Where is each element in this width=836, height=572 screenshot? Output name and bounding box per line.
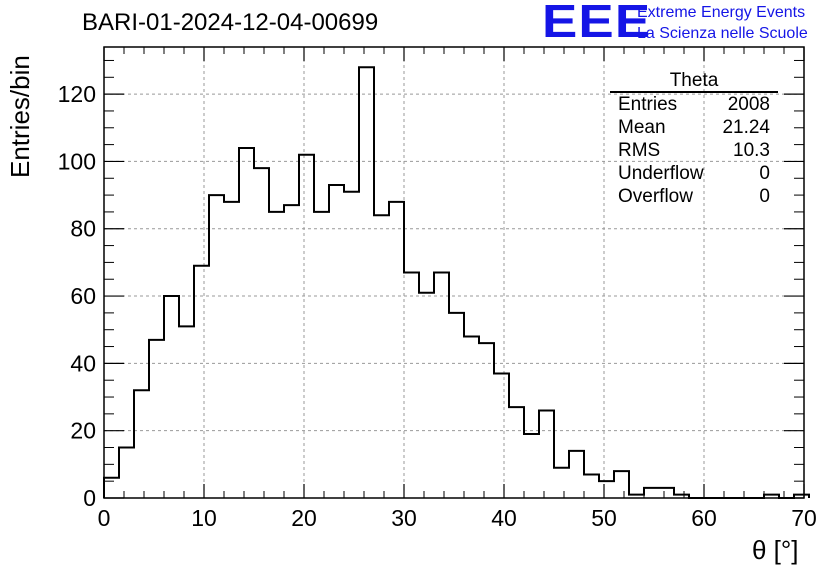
histogram-bin	[584, 474, 599, 498]
stats-label: Entries	[618, 94, 678, 115]
histogram-bin	[179, 326, 194, 498]
histogram-bin	[404, 273, 419, 499]
stats-box: Theta Entries 2008 Mean 21.24 RMS 10.3 U…	[610, 71, 778, 208]
eee-logo: EEE	[542, 0, 652, 47]
y-tick-label: 60	[70, 283, 96, 309]
y-tick-label: 0	[83, 485, 96, 511]
plot-frame	[103, 46, 805, 499]
histogram-bin	[119, 448, 134, 498]
histogram-bin	[254, 168, 269, 498]
x-tick-label: 50	[591, 505, 617, 531]
chart-title: BARI-01-2024-12-04-00699	[82, 9, 379, 36]
y-tick-label: 100	[58, 148, 96, 174]
y-tick-label: 40	[70, 350, 96, 376]
stats-label: Overflow	[618, 186, 693, 207]
x-tick-label: 10	[191, 505, 217, 531]
stats-value: 10.3	[733, 140, 770, 161]
histogram-bin	[344, 192, 359, 498]
histogram-bin	[269, 212, 284, 498]
stats-value: 0	[759, 186, 770, 207]
stats-row-mean: Mean 21.24	[610, 116, 778, 139]
x-tick-label: 0	[98, 505, 111, 531]
histogram-bin	[389, 202, 404, 498]
stats-row-underflow: Underflow 0	[610, 162, 778, 185]
histogram-bin	[554, 468, 569, 498]
histogram-bin	[419, 293, 434, 498]
x-tick-label: 70	[791, 505, 817, 531]
histogram-bin	[329, 185, 344, 498]
histogram-bin	[524, 434, 539, 498]
histogram-bin	[494, 373, 509, 498]
histogram-bin	[299, 155, 314, 498]
histogram-bin	[134, 390, 149, 498]
logo-line-1: Extreme Energy Events	[637, 4, 806, 21]
stats-label: Mean	[618, 117, 666, 138]
y-tick-label: 120	[58, 81, 96, 107]
stats-title: Theta	[610, 71, 778, 93]
x-tick-label: 40	[491, 505, 517, 531]
x-tick-label: 60	[691, 505, 717, 531]
histogram-outline	[103, 66, 810, 499]
logo-line-2: La Scienza nelle Scuole	[637, 25, 808, 42]
histogram-bin	[434, 273, 449, 499]
histogram-bin	[374, 215, 389, 498]
histogram-bin	[464, 336, 479, 498]
stats-value: 21.24	[722, 117, 770, 138]
histogram-bin	[314, 212, 329, 498]
histogram-bin	[449, 313, 464, 498]
x-axis-label: θ [°]	[752, 535, 799, 565]
x-tick-labels: 0 10 20 30 40 50 60 70	[98, 505, 817, 531]
stats-row-entries: Entries 2008	[610, 93, 778, 116]
y-tick-label: 80	[70, 216, 96, 242]
stats-value: 2008	[727, 94, 770, 115]
histogram-bin	[284, 205, 299, 498]
histogram-bin	[479, 343, 494, 498]
histogram-bin	[359, 67, 374, 498]
histogram-bin	[659, 488, 674, 498]
histogram-bin	[164, 296, 179, 498]
stats-label: Underflow	[618, 163, 704, 184]
histogram-bin	[149, 340, 164, 498]
y-tick-labels: 0 20 40 60 80 100 120	[58, 81, 96, 511]
histogram-bin	[194, 266, 209, 498]
x-tick-label: 20	[291, 505, 317, 531]
histogram-bin	[539, 410, 554, 498]
stats-value: 0	[759, 163, 770, 184]
x-tick-label: 30	[391, 505, 417, 531]
histogram-bin	[614, 471, 629, 498]
histogram-bin	[239, 148, 254, 498]
stats-row-overflow: Overflow 0	[610, 185, 778, 208]
histogram-bin	[569, 451, 584, 498]
histogram-bin	[599, 481, 614, 498]
histogram-bin	[644, 488, 659, 498]
stats-label: RMS	[618, 140, 661, 161]
stats-row-rms: RMS 10.3	[610, 139, 778, 162]
histogram-bin	[509, 407, 524, 498]
y-tick-label: 20	[70, 418, 96, 444]
histogram-bin	[209, 195, 224, 498]
y-axis-label: Entries/bin	[5, 55, 35, 178]
histogram-bin	[104, 478, 119, 498]
grid-lines	[104, 47, 804, 498]
histogram-bin	[224, 202, 239, 498]
